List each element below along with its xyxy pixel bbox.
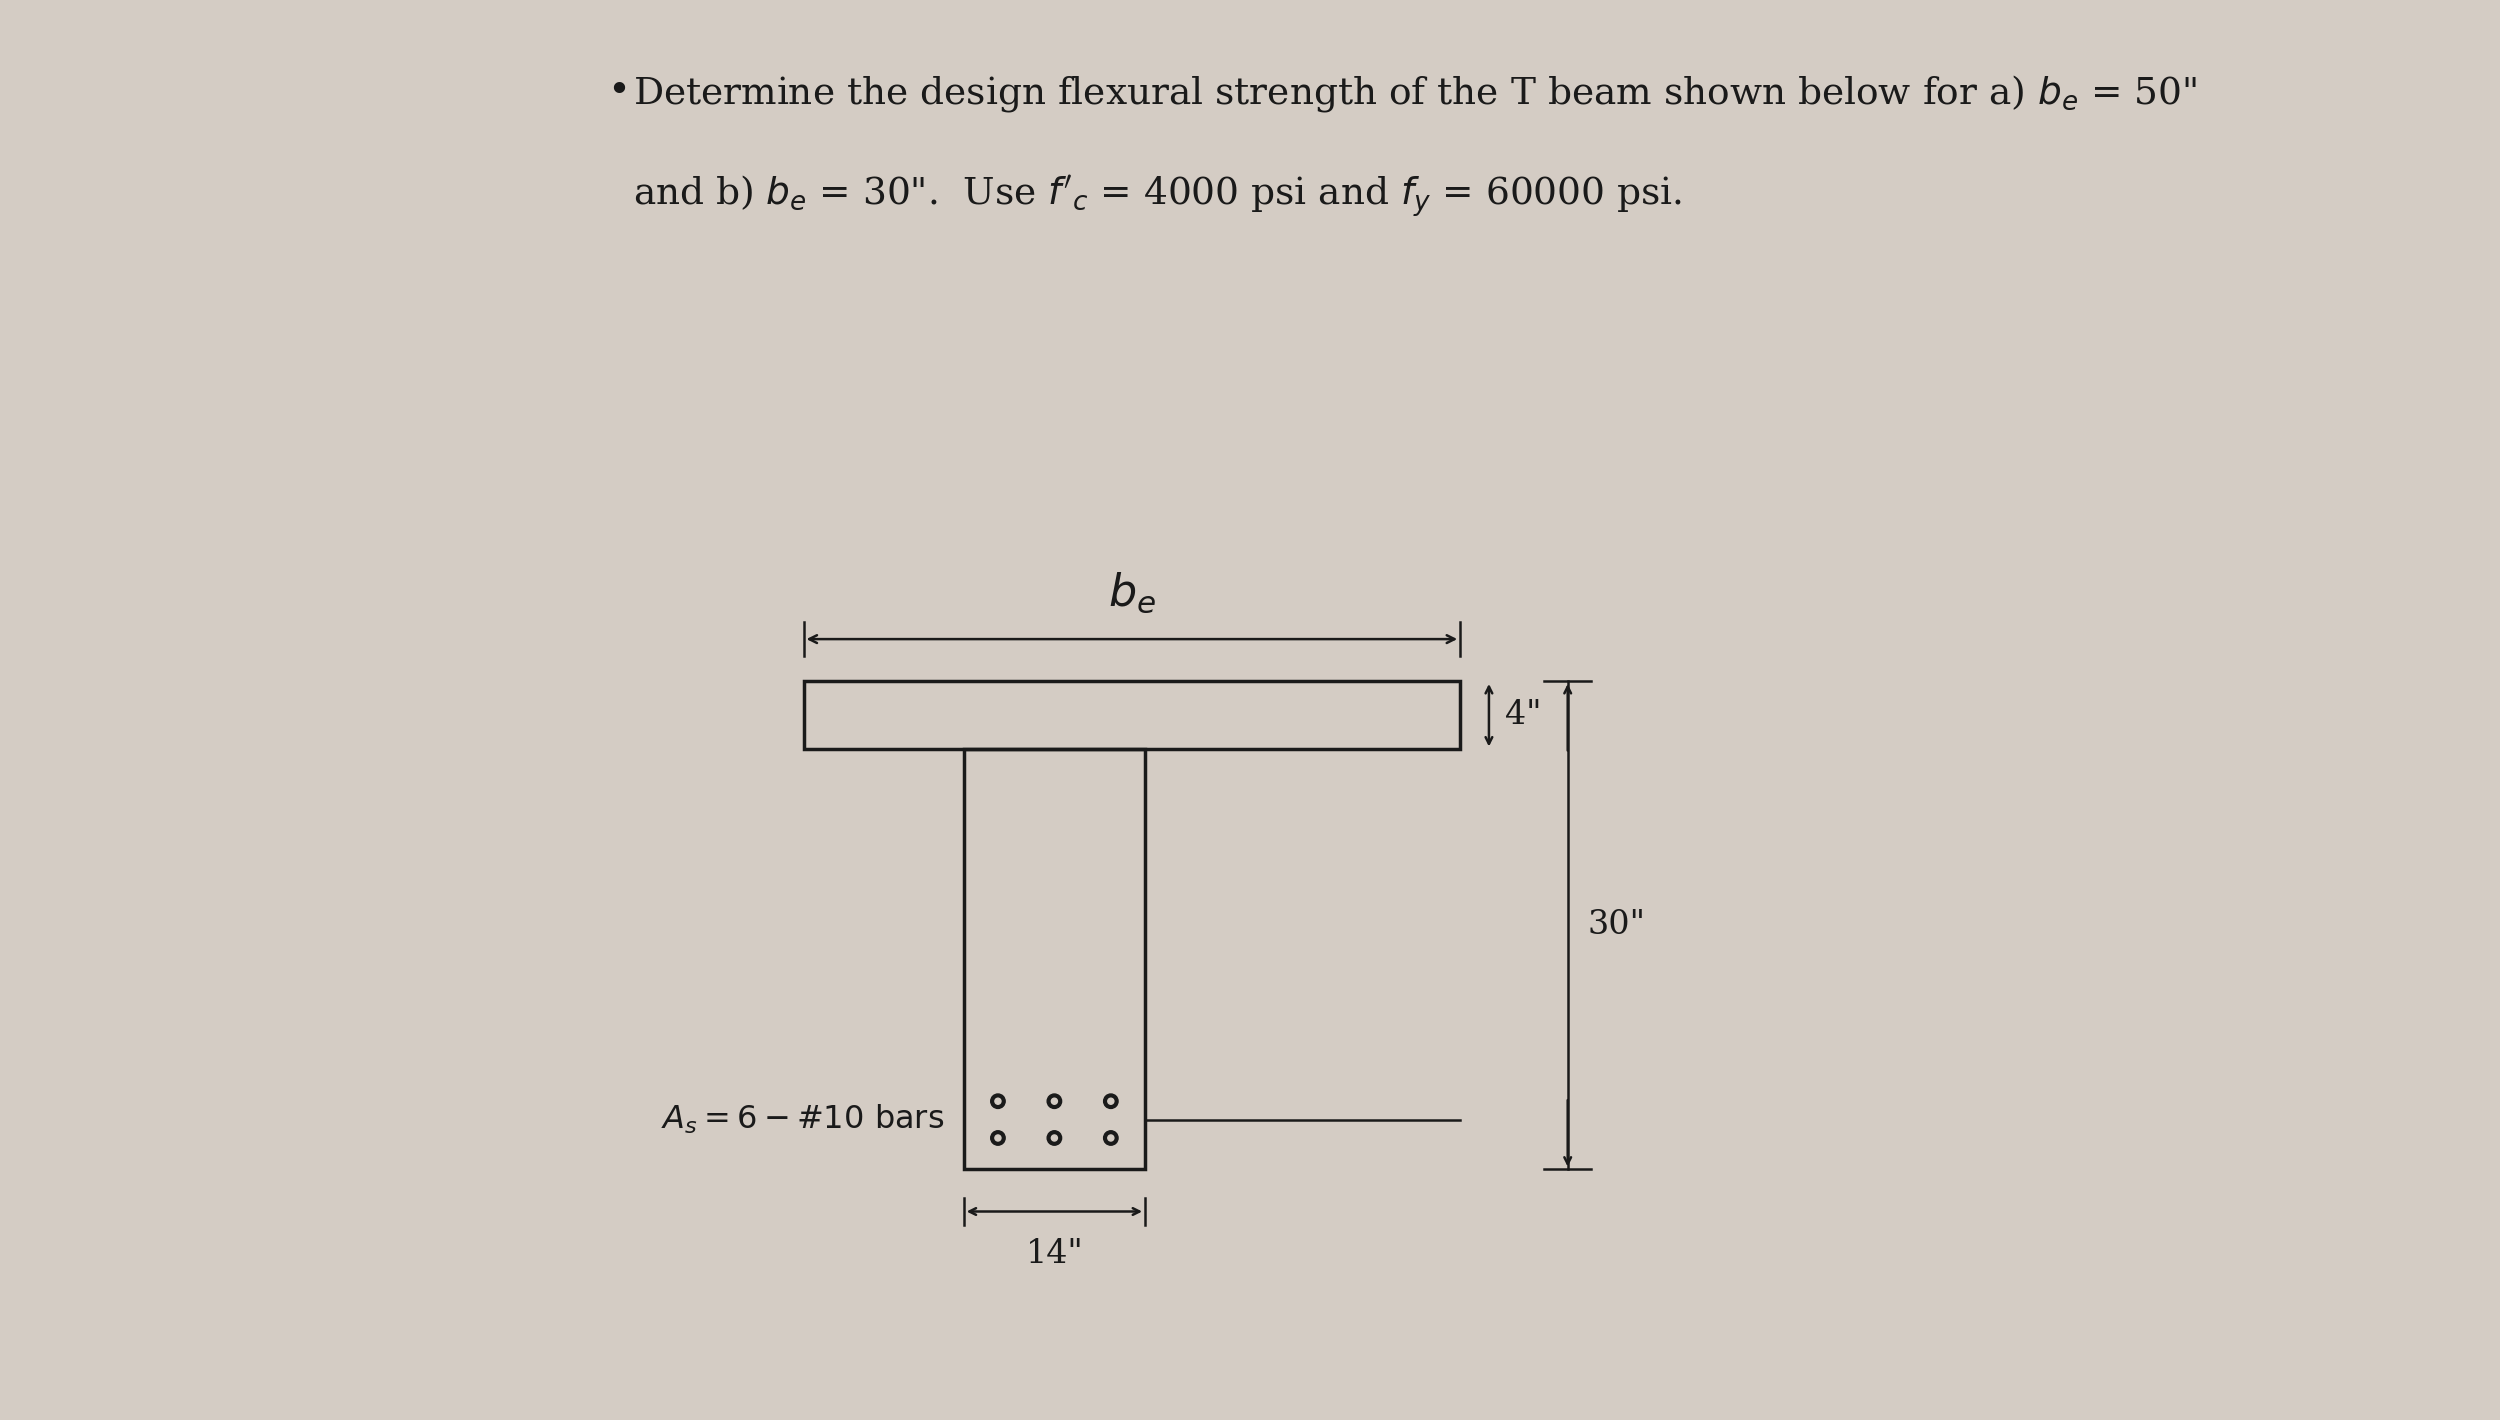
Circle shape xyxy=(1048,1130,1062,1145)
Text: $b_e$: $b_e$ xyxy=(1108,571,1155,615)
Circle shape xyxy=(1052,1135,1058,1142)
Text: and b) $b_e$ = 30".  Use $f'_c$ = 4000 psi and $f_y$ = 60000 psi.: and b) $b_e$ = 30". Use $f'_c$ = 4000 ps… xyxy=(632,175,1682,220)
Bar xyxy=(965,750,1145,1170)
Bar xyxy=(802,682,1460,750)
Circle shape xyxy=(990,1130,1005,1145)
Text: Determine the design flexural strength of the T beam shown below for a) $b_e$ = : Determine the design flexural strength o… xyxy=(632,74,2198,114)
Circle shape xyxy=(1108,1098,1115,1105)
Text: 30": 30" xyxy=(1588,909,1645,941)
Circle shape xyxy=(990,1093,1005,1109)
Circle shape xyxy=(1102,1093,1118,1109)
Circle shape xyxy=(1048,1093,1062,1109)
Text: $A_s = 6 - \#10\ \mathrm{bars}$: $A_s = 6 - \#10\ \mathrm{bars}$ xyxy=(660,1103,945,1136)
Circle shape xyxy=(1102,1130,1118,1145)
Text: 4": 4" xyxy=(1505,699,1540,731)
Text: •: • xyxy=(608,74,630,111)
Circle shape xyxy=(1052,1098,1058,1105)
Circle shape xyxy=(1108,1135,1115,1142)
Text: 14": 14" xyxy=(1025,1238,1082,1269)
Circle shape xyxy=(995,1135,1000,1142)
Circle shape xyxy=(995,1098,1000,1105)
